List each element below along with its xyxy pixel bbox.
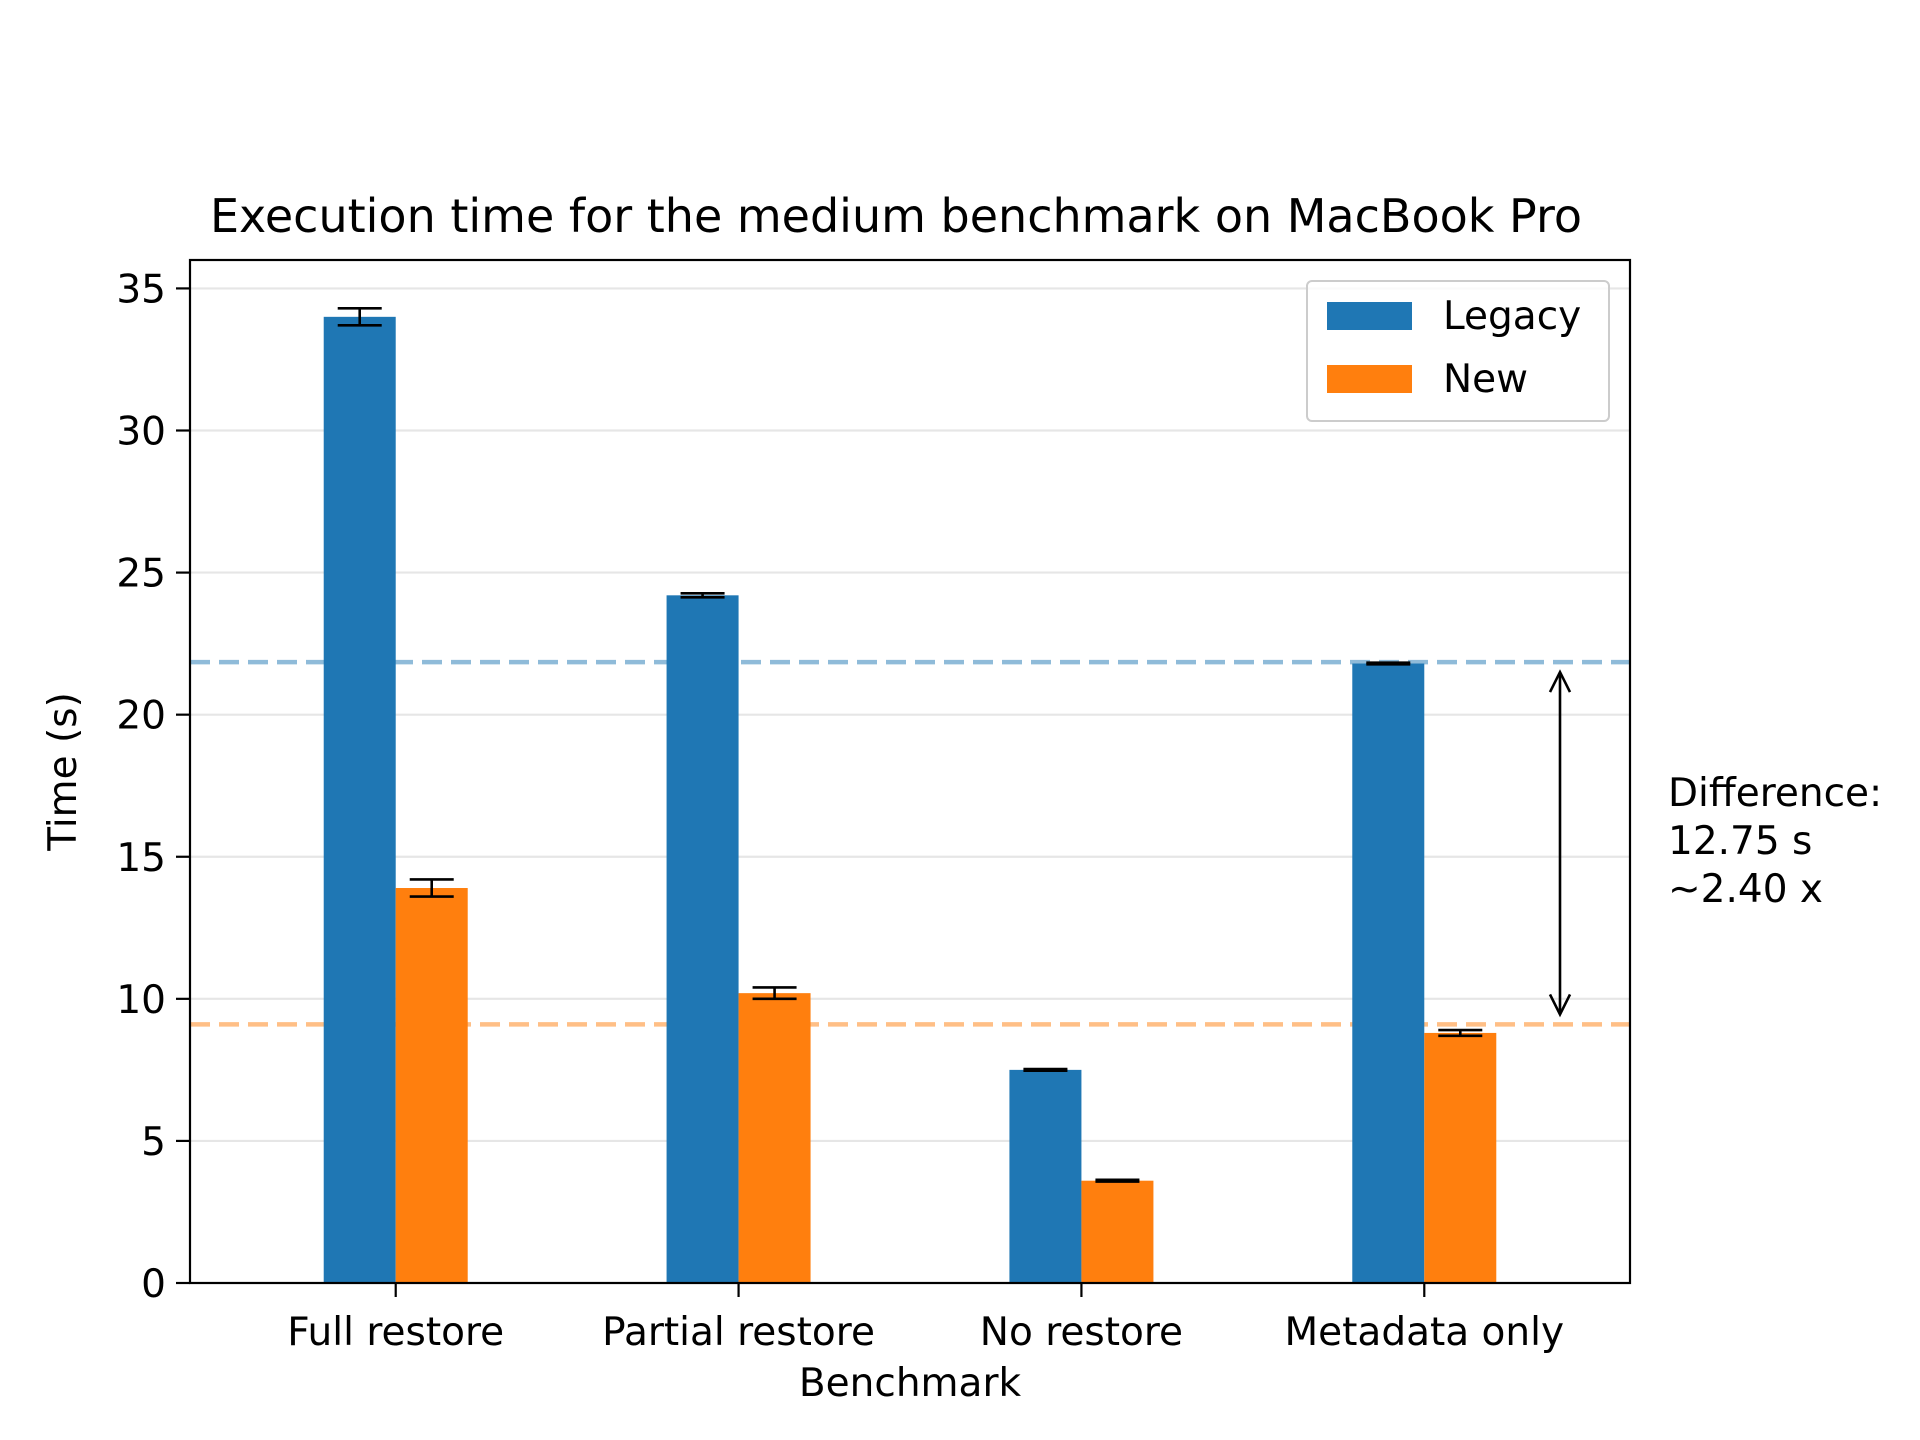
difference-annotation: Difference: 12.75 s ~2.40 x <box>1548 669 1882 1018</box>
annotation-text-line-2: 12.75 s <box>1668 819 1812 864</box>
x-axis-label: Benchmark <box>799 1361 1022 1406</box>
bar-legacy-1 <box>666 595 739 1283</box>
bar-legacy-3 <box>1352 663 1425 1283</box>
bar-legacy-2 <box>1009 1069 1082 1283</box>
bar-new-3 <box>1424 1032 1497 1283</box>
y-tick-label: 35 <box>116 267 166 312</box>
bar-legacy-0 <box>323 316 396 1283</box>
plot-frame <box>188 258 1632 1285</box>
x-tick-label: No restore <box>980 1310 1183 1355</box>
bar-new-1 <box>738 993 811 1283</box>
y-tick-label: 15 <box>116 836 166 881</box>
legend: Legacy New <box>1306 280 1610 422</box>
x-tick-label: Metadata only <box>1284 1310 1564 1355</box>
y-tick-label: 30 <box>116 410 166 455</box>
x-axis-ticks: Full restore Partial restore No restore Met… <box>287 1283 1564 1355</box>
y-tick-label: 25 <box>116 552 166 597</box>
arrow-head-top-icon <box>1548 669 1572 693</box>
y-tick-label: 5 <box>141 1120 166 1165</box>
x-tick-label: Partial restore <box>602 1310 875 1355</box>
y-tick-label: 10 <box>116 978 166 1023</box>
bar-new-2 <box>1081 1180 1154 1283</box>
error-bars <box>337 307 1483 1183</box>
annotation-text-line-1: Difference: <box>1668 771 1882 816</box>
legend-label-legacy: Legacy <box>1443 294 1581 339</box>
y-tick-label: 0 <box>141 1262 166 1307</box>
legend-swatch-new <box>1327 365 1412 393</box>
annotation-text-line-3: ~2.40 x <box>1668 867 1823 912</box>
bars <box>323 316 1497 1283</box>
y-axis-label: Time (s) <box>41 692 86 852</box>
bar-new-0 <box>395 888 468 1283</box>
arrow-head-bottom-icon <box>1548 993 1572 1018</box>
legend-label-new: New <box>1443 357 1528 402</box>
y-axis-ticks: 0 5 10 15 20 25 30 35 <box>116 267 190 1307</box>
legend-swatch-legacy <box>1327 302 1412 330</box>
chart-title: Execution time for the medium benchmark … <box>210 189 1582 243</box>
x-tick-label: Full restore <box>287 1310 504 1355</box>
y-tick-label: 20 <box>116 694 166 739</box>
